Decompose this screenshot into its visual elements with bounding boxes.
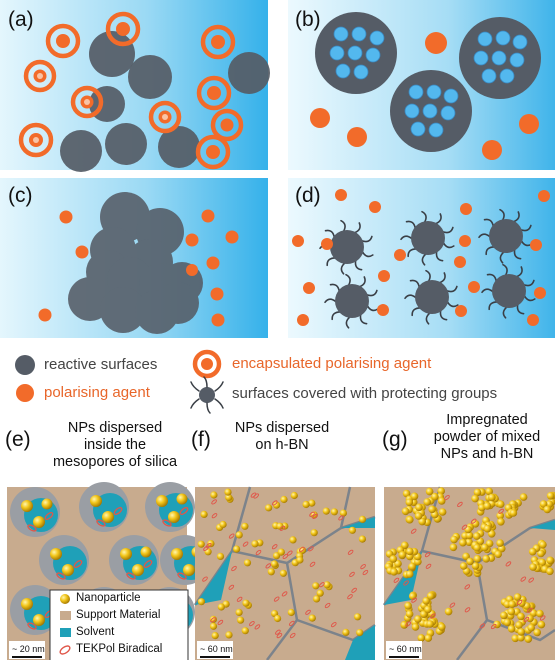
caption-g: Impregnated powder of mixed NPs and h-BN	[422, 412, 552, 463]
polarising-agent-swatch	[16, 384, 34, 402]
panel-c	[0, 178, 268, 338]
panel-f	[193, 486, 376, 660]
key-swatches	[49, 589, 189, 660]
protected-surface-swatch	[190, 376, 224, 414]
panel-label-d: (d)	[295, 184, 321, 207]
caption-e-line2: inside the	[83, 437, 147, 453]
solvent-swatch	[60, 628, 71, 637]
panel-a	[0, 0, 270, 172]
scalebar-f: ~ 60 nm	[200, 644, 233, 654]
caption-e: NPs dispersed inside the mesopores of si…	[40, 420, 190, 471]
panel-label-b: (b)	[295, 8, 321, 31]
panel-label-f: (f)	[191, 428, 211, 451]
reactive-surface-swatch	[15, 355, 35, 375]
caption-g-line3: NPs and h-BN	[440, 446, 534, 462]
key-solvent: Solvent	[76, 626, 115, 638]
caption-g-line2: powder of mixed	[433, 429, 541, 445]
protected-particle	[324, 273, 379, 329]
tekpol-swatch	[59, 645, 71, 655]
caption-e-line1: NPs dispersed	[67, 420, 163, 436]
legend-icons	[15, 349, 224, 414]
panel-label-e: (e)	[5, 428, 31, 451]
panel-b	[288, 0, 555, 170]
panel-g	[382, 486, 555, 660]
panel-label-c: (c)	[8, 184, 33, 207]
caption-g-line1: Impregnated	[446, 412, 528, 428]
protected-particle	[478, 208, 533, 264]
caption-f-line1: NPs dispersed	[234, 420, 330, 436]
legend-protected: surfaces covered with protecting groups	[232, 385, 498, 402]
protected-particle	[481, 263, 536, 319]
panel-d	[288, 178, 555, 338]
caption-e-line3: mesopores of silica	[52, 454, 178, 470]
support-swatch	[60, 611, 71, 620]
key-tekpol: TEKPol Biradical	[76, 643, 163, 655]
nanoparticle-swatch	[60, 594, 70, 604]
key-support: Support Material	[76, 609, 161, 621]
scale-bars	[9, 641, 422, 659]
caption-f: NPs dispersed on h-BN	[222, 420, 342, 454]
panel-label-a: (a)	[8, 8, 34, 31]
legend-polarising: polarising agent	[44, 384, 150, 401]
scalebar-e: ~ 20 nm	[12, 644, 45, 654]
scalebar-g: ~ 60 nm	[389, 644, 422, 654]
key-nanoparticle: Nanoparticle	[76, 592, 141, 604]
panel-label-g: (g)	[382, 428, 408, 451]
legend-encapsulated: encapsulated polarising agent	[232, 355, 432, 372]
protected-particle	[319, 219, 374, 275]
protected-particle	[404, 269, 459, 325]
encapsulated-swatch	[192, 349, 222, 379]
legend-reactive: reactive surfaces	[44, 356, 158, 373]
caption-f-line2: on h-BN	[255, 437, 309, 453]
protected-particle	[400, 210, 455, 266]
